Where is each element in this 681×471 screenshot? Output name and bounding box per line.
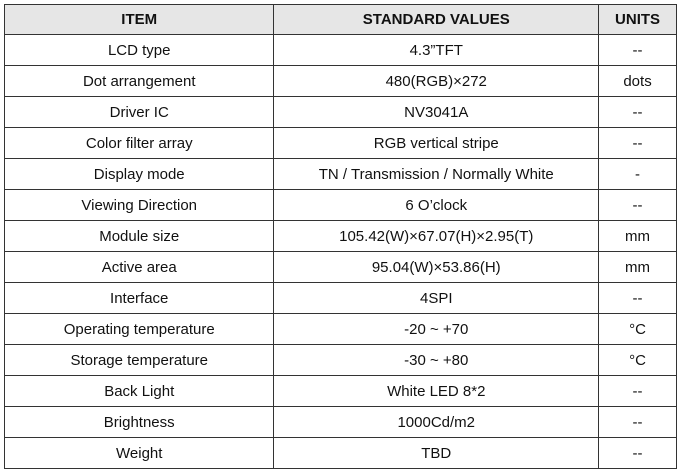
table-row: Operating temperature -20 ~ +70 °C bbox=[3, 313, 677, 345]
unit-cell: -- bbox=[598, 189, 677, 221]
table-row: Storage temperature -30 ~ +80 °C bbox=[3, 344, 677, 376]
value-cell: -30 ~ +80 bbox=[273, 344, 600, 376]
unit-cell: -- bbox=[598, 437, 677, 469]
unit-cell: °C bbox=[598, 344, 677, 376]
table-row: Color filter array RGB vertical stripe -- bbox=[3, 127, 677, 159]
item-cell: Color filter array bbox=[3, 127, 275, 159]
item-cell: Interface bbox=[3, 282, 275, 314]
item-cell: Active area bbox=[3, 251, 275, 283]
value-cell: 480(RGB)×272 bbox=[273, 65, 600, 97]
table-row: Module size 105.42(W)×67.07(H)×2.95(T) mm bbox=[3, 220, 677, 252]
unit-cell: -- bbox=[598, 406, 677, 438]
unit-cell: - bbox=[598, 158, 677, 190]
item-cell: Back Light bbox=[3, 375, 275, 407]
unit-cell: dots bbox=[598, 65, 677, 97]
value-cell: 95.04(W)×53.86(H) bbox=[273, 251, 600, 283]
table-row: Weight TBD -- bbox=[3, 437, 677, 469]
value-cell: TN / Transmission / Normally White bbox=[273, 158, 600, 190]
table-row: Active area 95.04(W)×53.86(H) mm bbox=[3, 251, 677, 283]
item-cell: Display mode bbox=[3, 158, 275, 190]
unit-cell: -- bbox=[598, 96, 677, 128]
specifications-table: ITEM STANDARD VALUES UNITS LCD type 4.3”T… bbox=[3, 4, 677, 469]
item-cell: LCD type bbox=[3, 34, 275, 66]
table-row: Dot arrangement 480(RGB)×272 dots bbox=[3, 65, 677, 97]
table-row: Back Light White LED 8*2 -- bbox=[3, 375, 677, 407]
unit-cell: mm bbox=[598, 251, 677, 283]
value-cell: RGB vertical stripe bbox=[273, 127, 600, 159]
item-cell: Operating temperature bbox=[3, 313, 275, 345]
header-standard-values: STANDARD VALUES bbox=[273, 4, 600, 35]
value-cell: White LED 8*2 bbox=[273, 375, 600, 407]
unit-cell: mm bbox=[598, 220, 677, 252]
value-cell: NV3041A bbox=[273, 96, 600, 128]
item-cell: Module size bbox=[3, 220, 275, 252]
table-row: LCD type 4.3”TFT -- bbox=[3, 34, 677, 66]
table-row: Brightness 1000Cd/m2 -- bbox=[3, 406, 677, 438]
value-cell: TBD bbox=[273, 437, 600, 469]
value-cell: 4SPI bbox=[273, 282, 600, 314]
header-units: UNITS bbox=[598, 4, 677, 35]
value-cell: 105.42(W)×67.07(H)×2.95(T) bbox=[273, 220, 600, 252]
item-cell: Dot arrangement bbox=[3, 65, 275, 97]
table-row: Driver IC NV3041A -- bbox=[3, 96, 677, 128]
table-row: Display mode TN / Transmission / Normally… bbox=[3, 158, 677, 190]
item-cell: Brightness bbox=[3, 406, 275, 438]
header-row: ITEM STANDARD VALUES UNITS bbox=[3, 4, 677, 35]
header-item: ITEM bbox=[3, 4, 275, 35]
value-cell: -20 ~ +70 bbox=[273, 313, 600, 345]
value-cell: 6 O’clock bbox=[273, 189, 600, 221]
table-row: Viewing Direction 6 O’clock -- bbox=[3, 189, 677, 221]
item-cell: Viewing Direction bbox=[3, 189, 275, 221]
value-cell: 4.3”TFT bbox=[273, 34, 600, 66]
unit-cell: -- bbox=[598, 127, 677, 159]
item-cell: Storage temperature bbox=[3, 344, 275, 376]
unit-cell: -- bbox=[598, 34, 677, 66]
unit-cell: -- bbox=[598, 282, 677, 314]
item-cell: Weight bbox=[3, 437, 275, 469]
unit-cell: °C bbox=[598, 313, 677, 345]
table-row: Interface 4SPI -- bbox=[3, 282, 677, 314]
item-cell: Driver IC bbox=[3, 96, 275, 128]
value-cell: 1000Cd/m2 bbox=[273, 406, 600, 438]
unit-cell: -- bbox=[598, 375, 677, 407]
